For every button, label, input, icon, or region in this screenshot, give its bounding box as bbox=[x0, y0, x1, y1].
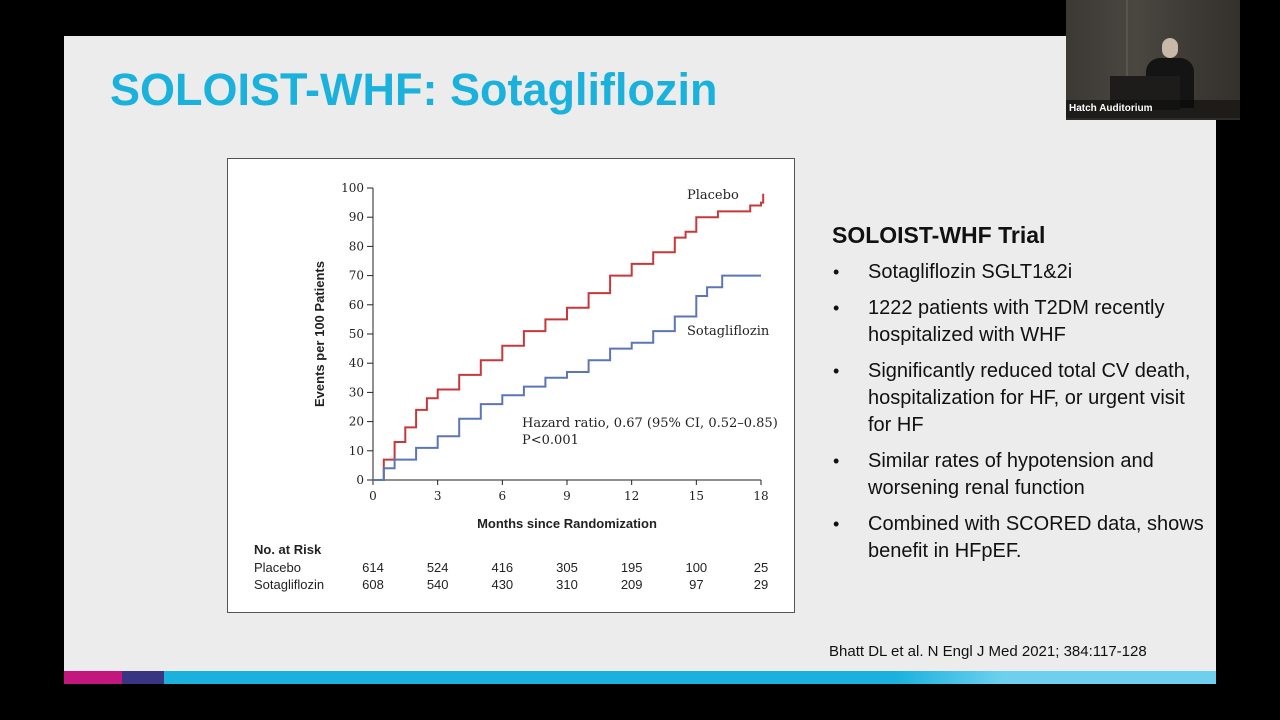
km-figure: 0 10 20 30 40 50 60 70 80 90 100 0 3 6 9 12 15 18 Months s… bbox=[227, 158, 795, 613]
risk-table-value: 614 bbox=[362, 560, 384, 575]
risk-table-value: 416 bbox=[491, 560, 513, 575]
risk-table-value: 29 bbox=[754, 577, 768, 592]
y-tick-label: 0 bbox=[356, 473, 364, 487]
video-wall-panel bbox=[1126, 0, 1128, 100]
x-tick-label: 9 bbox=[563, 489, 571, 503]
risk-table-value: 97 bbox=[689, 577, 703, 592]
bullet-item: 1222 patients with T2DM recently hospita… bbox=[832, 295, 1212, 349]
y-tick-label: 60 bbox=[349, 298, 364, 312]
risk-table-value: 100 bbox=[685, 560, 707, 575]
x-tick-label: 0 bbox=[369, 489, 377, 503]
risk-table-value: 310 bbox=[556, 577, 578, 592]
y-tick-label: 100 bbox=[341, 181, 364, 195]
speaker-head bbox=[1162, 38, 1178, 58]
slide-title: SOLOIST-WHF: Sotagliflozin bbox=[110, 64, 718, 115]
bullet-item: Sotagliflozin SGLT1&2i bbox=[832, 259, 1212, 286]
risk-table-value: 430 bbox=[491, 577, 513, 592]
risk-table-value: 195 bbox=[621, 560, 643, 575]
x-tick-label: 3 bbox=[434, 489, 442, 503]
x-axis-label: Months since Randomization bbox=[477, 516, 657, 531]
risk-table-value: 305 bbox=[556, 560, 578, 575]
y-axis-label: Events per 100 Patients bbox=[312, 261, 327, 407]
citation: Bhatt DL et al. N Engl J Med 2021; 384:1… bbox=[829, 643, 1147, 660]
x-tick-label: 18 bbox=[753, 489, 768, 503]
trial-heading: SOLOIST-WHF Trial bbox=[832, 222, 1046, 248]
km-chart: 0 10 20 30 40 50 60 70 80 90 100 0 3 6 9 12 15 18 Months s… bbox=[254, 181, 778, 592]
risk-row-label: Sotagliflozin bbox=[254, 577, 324, 592]
video-label: Hatch Auditorium bbox=[1066, 100, 1240, 118]
x-tick-label: 12 bbox=[624, 489, 639, 503]
risk-table-title: No. at Risk bbox=[254, 542, 322, 557]
series-label-placebo: Placebo bbox=[687, 188, 739, 203]
y-tick-label: 80 bbox=[349, 239, 364, 253]
y-tick-label: 40 bbox=[349, 356, 364, 370]
presentation-slide: SOLOIST-WHF: Sotagliflozin 0 10 20 30 40 50 60… bbox=[64, 36, 1216, 684]
risk-table-value: 540 bbox=[427, 577, 449, 592]
risk-table-value: 524 bbox=[427, 560, 449, 575]
x-tick-label: 6 bbox=[499, 489, 507, 503]
series-line-placebo bbox=[373, 193, 765, 481]
x-tick-label: 15 bbox=[689, 489, 704, 503]
y-tick-label: 10 bbox=[349, 444, 364, 458]
risk-table-value: 608 bbox=[362, 577, 384, 592]
footer-color-bar bbox=[64, 671, 1216, 684]
risk-table-value: 209 bbox=[621, 577, 643, 592]
hazard-ratio-annotation: Hazard ratio, 0.67 (95% CI, 0.52–0.85) bbox=[522, 416, 778, 431]
risk-row-label: Placebo bbox=[254, 560, 301, 575]
y-tick-label: 90 bbox=[349, 210, 364, 224]
speaker-video-thumbnail[interactable]: Hatch Auditorium bbox=[1066, 0, 1240, 120]
y-tick-label: 70 bbox=[349, 269, 364, 283]
p-value-annotation: P<0.001 bbox=[522, 433, 579, 448]
bullet-item: Similar rates of hypotension and worseni… bbox=[832, 448, 1212, 502]
y-tick-label: 50 bbox=[349, 327, 364, 341]
series-line-sotagliflozin bbox=[373, 274, 761, 481]
bullet-list: Sotagliflozin SGLT1&2i 1222 patients wit… bbox=[832, 259, 1212, 565]
trial-summary: SOLOIST-WHF Trial Sotagliflozin SGLT1&2i… bbox=[832, 222, 1212, 574]
y-tick-label: 30 bbox=[349, 385, 364, 399]
bullet-item: Combined with SCORED data, shows benefit… bbox=[832, 511, 1212, 565]
y-tick-label: 20 bbox=[349, 415, 364, 429]
risk-table-value: 25 bbox=[754, 560, 768, 575]
series-label-sotagliflozin: Sotagliflozin bbox=[687, 324, 770, 339]
bullet-item: Significantly reduced total CV death, ho… bbox=[832, 358, 1212, 439]
podium bbox=[1110, 76, 1180, 110]
